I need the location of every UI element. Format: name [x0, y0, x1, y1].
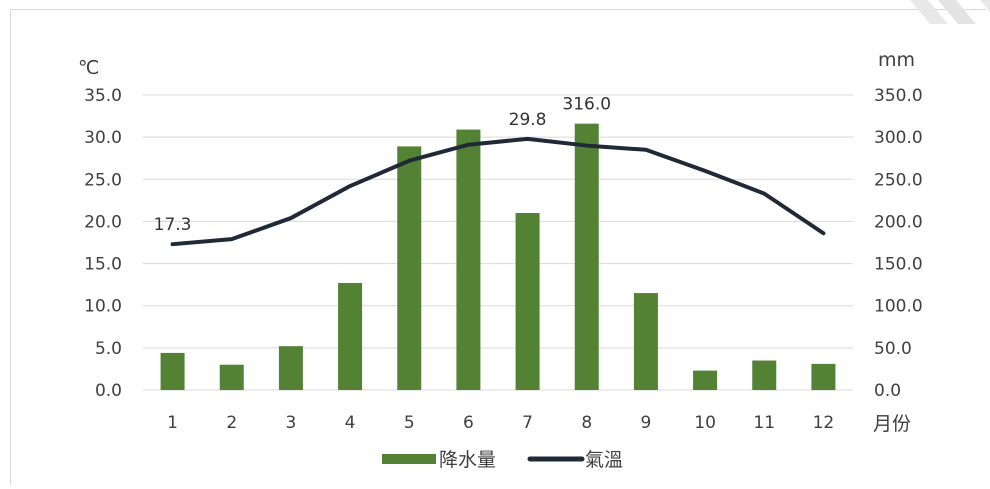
- precipitation-bar: [456, 129, 481, 391]
- precipitation-bar: [574, 123, 599, 391]
- legend-label-temperature: 氣溫: [585, 449, 623, 471]
- precipitation-bar: [160, 352, 185, 390]
- x-axis-ticks: 1 2 3 4 5 6 7 8 9 10 11 12: [167, 413, 834, 433]
- precipitation-bar: [338, 282, 363, 390]
- precipitation-bar: [278, 346, 303, 390]
- left-axis-ticks: 0.0 5.0 10.0 15.0 20.0 25.0 30.0 35.0: [84, 86, 122, 401]
- chart-frame: [10, 9, 986, 485]
- data-label: 316.0: [562, 95, 611, 115]
- left-tick-label: 10.0: [84, 297, 122, 317]
- left-tick-label: 25.0: [84, 170, 122, 190]
- x-tick-label: 9: [641, 413, 652, 433]
- precipitation-bar: [515, 213, 540, 390]
- precipitation-bar: [397, 146, 422, 390]
- gridlines: [143, 94, 853, 391]
- data-label: 29.8: [509, 110, 547, 130]
- legend-swatch-precipitation: [382, 454, 436, 464]
- x-tick-label: 3: [286, 413, 297, 433]
- right-axis-ticks: 0.0 50.0 100.0 150.0 200.0 250.0 300.0 350.0: [874, 86, 923, 401]
- x-tick-label: 11: [753, 413, 775, 433]
- left-tick-label: 5.0: [95, 339, 122, 359]
- x-tick-label: 5: [404, 413, 415, 433]
- temperature-line-path: [170, 136, 826, 247]
- right-tick-label: 200.0: [874, 212, 923, 232]
- x-tick-label: 8: [581, 413, 592, 433]
- precipitation-bars: [160, 123, 836, 391]
- corner-decoration: [910, 0, 990, 24]
- right-tick-label: 350.0: [874, 86, 923, 106]
- left-tick-label: 35.0: [84, 86, 122, 106]
- data-labels: 17.3 29.8 316.0: [154, 95, 611, 236]
- precipitation-bar: [693, 370, 718, 390]
- temperature-line: [170, 136, 826, 247]
- x-tick-label: 10: [694, 413, 716, 433]
- precipitation-bar: [633, 293, 658, 390]
- x-tick-label: 6: [463, 413, 474, 433]
- x-axis-label: 月份: [873, 413, 911, 435]
- left-tick-label: 15.0: [84, 255, 122, 275]
- left-tick-label: 20.0: [84, 212, 122, 232]
- right-tick-label: 250.0: [874, 170, 923, 190]
- x-tick-label: 2: [226, 413, 237, 433]
- right-tick-label: 50.0: [874, 339, 912, 359]
- right-tick-label: 0.0: [874, 381, 901, 401]
- data-label: 17.3: [154, 215, 192, 235]
- right-tick-label: 100.0: [874, 297, 923, 317]
- left-tick-label: 30.0: [84, 128, 122, 148]
- x-tick-label: 4: [345, 413, 356, 433]
- x-tick-label: 1: [167, 413, 178, 433]
- precipitation-bar: [752, 360, 777, 390]
- x-tick-label: 12: [813, 413, 835, 433]
- precipitation-bar: [219, 364, 244, 390]
- x-tick-label: 7: [522, 413, 533, 433]
- right-tick-label: 150.0: [874, 255, 923, 275]
- right-axis-unit: mm: [878, 49, 915, 71]
- right-tick-label: 300.0: [874, 128, 923, 148]
- precipitation-bar: [811, 363, 836, 390]
- legend-label-precipitation: 降水量: [439, 449, 496, 471]
- left-tick-label: 0.0: [95, 381, 122, 401]
- left-axis-unit: ℃: [78, 57, 99, 79]
- legend: 降水量 氣溫: [382, 449, 623, 471]
